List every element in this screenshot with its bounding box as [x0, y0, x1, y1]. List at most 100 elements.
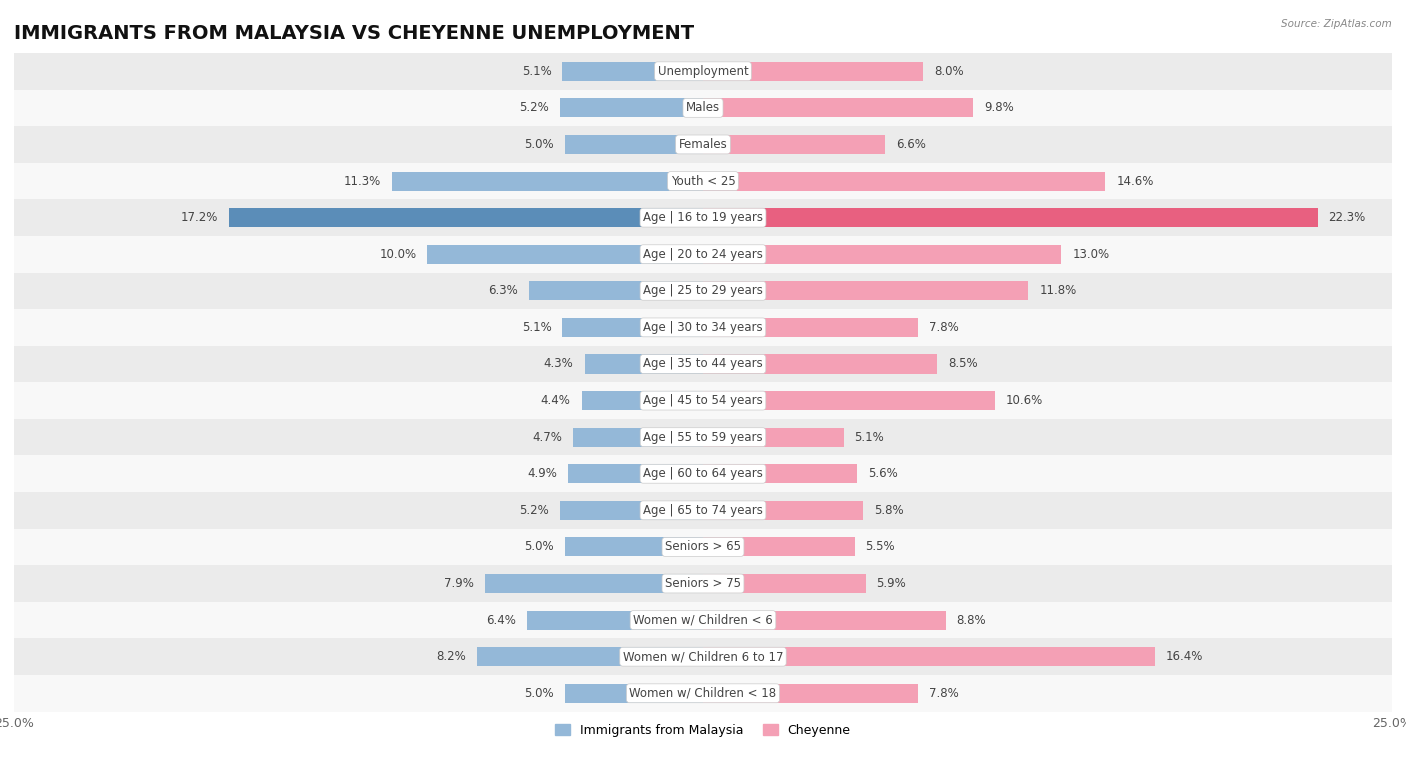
- Bar: [14, 236, 1392, 273]
- Bar: [703, 464, 858, 483]
- Text: Seniors > 75: Seniors > 75: [665, 577, 741, 590]
- Bar: [14, 53, 1392, 89]
- Text: 10.6%: 10.6%: [1007, 394, 1043, 407]
- Bar: [560, 98, 703, 117]
- Text: Seniors > 65: Seniors > 65: [665, 540, 741, 553]
- Bar: [14, 273, 1392, 309]
- Bar: [527, 611, 703, 630]
- Bar: [14, 528, 1392, 565]
- Bar: [560, 501, 703, 520]
- Text: Women w/ Children 6 to 17: Women w/ Children 6 to 17: [623, 650, 783, 663]
- Text: Age | 55 to 59 years: Age | 55 to 59 years: [643, 431, 763, 444]
- Bar: [703, 611, 945, 630]
- Bar: [14, 309, 1392, 346]
- Text: Unemployment: Unemployment: [658, 65, 748, 78]
- Bar: [562, 62, 703, 81]
- Text: 4.9%: 4.9%: [527, 467, 557, 480]
- Bar: [427, 245, 703, 263]
- Bar: [14, 419, 1392, 456]
- Bar: [574, 428, 703, 447]
- Bar: [703, 684, 918, 702]
- Text: 8.0%: 8.0%: [935, 65, 965, 78]
- Bar: [703, 98, 973, 117]
- Bar: [14, 675, 1392, 712]
- Text: 8.5%: 8.5%: [948, 357, 979, 370]
- Bar: [703, 208, 1317, 227]
- Bar: [14, 492, 1392, 528]
- Bar: [703, 428, 844, 447]
- Bar: [14, 565, 1392, 602]
- Bar: [703, 647, 1154, 666]
- Bar: [14, 638, 1392, 675]
- Bar: [14, 602, 1392, 638]
- Bar: [565, 684, 703, 702]
- Text: 5.2%: 5.2%: [519, 504, 548, 517]
- Text: 14.6%: 14.6%: [1116, 175, 1154, 188]
- Text: Age | 25 to 29 years: Age | 25 to 29 years: [643, 285, 763, 298]
- Text: 22.3%: 22.3%: [1329, 211, 1365, 224]
- Bar: [565, 135, 703, 154]
- Text: Age | 45 to 54 years: Age | 45 to 54 years: [643, 394, 763, 407]
- Text: 11.8%: 11.8%: [1039, 285, 1077, 298]
- Bar: [562, 318, 703, 337]
- Text: IMMIGRANTS FROM MALAYSIA VS CHEYENNE UNEMPLOYMENT: IMMIGRANTS FROM MALAYSIA VS CHEYENNE UNE…: [14, 24, 695, 43]
- Text: Males: Males: [686, 101, 720, 114]
- Bar: [530, 282, 703, 301]
- Text: Women w/ Children < 18: Women w/ Children < 18: [630, 687, 776, 699]
- Bar: [565, 537, 703, 556]
- Bar: [703, 135, 884, 154]
- Text: 9.8%: 9.8%: [984, 101, 1014, 114]
- Text: 5.8%: 5.8%: [875, 504, 904, 517]
- Bar: [703, 172, 1105, 191]
- Bar: [703, 574, 866, 593]
- Text: 6.3%: 6.3%: [489, 285, 519, 298]
- Text: 17.2%: 17.2%: [180, 211, 218, 224]
- Legend: Immigrants from Malaysia, Cheyenne: Immigrants from Malaysia, Cheyenne: [550, 718, 856, 742]
- Bar: [485, 574, 703, 593]
- Text: Age | 20 to 24 years: Age | 20 to 24 years: [643, 248, 763, 260]
- Bar: [14, 126, 1392, 163]
- Text: Youth < 25: Youth < 25: [671, 175, 735, 188]
- Text: 7.8%: 7.8%: [929, 321, 959, 334]
- Bar: [229, 208, 703, 227]
- Text: 7.9%: 7.9%: [444, 577, 474, 590]
- Bar: [703, 62, 924, 81]
- Text: Age | 16 to 19 years: Age | 16 to 19 years: [643, 211, 763, 224]
- Text: 7.8%: 7.8%: [929, 687, 959, 699]
- Text: 10.0%: 10.0%: [380, 248, 416, 260]
- Text: 5.0%: 5.0%: [524, 540, 554, 553]
- Text: Age | 35 to 44 years: Age | 35 to 44 years: [643, 357, 763, 370]
- Bar: [703, 501, 863, 520]
- Text: Females: Females: [679, 138, 727, 151]
- Text: 5.0%: 5.0%: [524, 687, 554, 699]
- Text: Women w/ Children < 6: Women w/ Children < 6: [633, 614, 773, 627]
- Text: Age | 30 to 34 years: Age | 30 to 34 years: [643, 321, 763, 334]
- Text: 5.1%: 5.1%: [522, 321, 551, 334]
- Text: 5.0%: 5.0%: [524, 138, 554, 151]
- Text: 5.1%: 5.1%: [855, 431, 884, 444]
- Bar: [703, 354, 938, 373]
- Bar: [14, 382, 1392, 419]
- Text: 11.3%: 11.3%: [343, 175, 381, 188]
- Text: 13.0%: 13.0%: [1073, 248, 1109, 260]
- Text: Age | 60 to 64 years: Age | 60 to 64 years: [643, 467, 763, 480]
- Text: 8.2%: 8.2%: [436, 650, 465, 663]
- Text: 5.6%: 5.6%: [869, 467, 898, 480]
- Text: 5.1%: 5.1%: [522, 65, 551, 78]
- Bar: [477, 647, 703, 666]
- Bar: [14, 89, 1392, 126]
- Bar: [703, 537, 855, 556]
- Text: Source: ZipAtlas.com: Source: ZipAtlas.com: [1281, 19, 1392, 29]
- Text: 5.9%: 5.9%: [876, 577, 907, 590]
- Bar: [14, 346, 1392, 382]
- Text: Age | 65 to 74 years: Age | 65 to 74 years: [643, 504, 763, 517]
- Text: 16.4%: 16.4%: [1166, 650, 1204, 663]
- Bar: [14, 199, 1392, 236]
- Text: 4.3%: 4.3%: [544, 357, 574, 370]
- Bar: [14, 163, 1392, 199]
- Bar: [392, 172, 703, 191]
- Text: 4.7%: 4.7%: [533, 431, 562, 444]
- Bar: [703, 282, 1028, 301]
- Bar: [568, 464, 703, 483]
- Bar: [14, 456, 1392, 492]
